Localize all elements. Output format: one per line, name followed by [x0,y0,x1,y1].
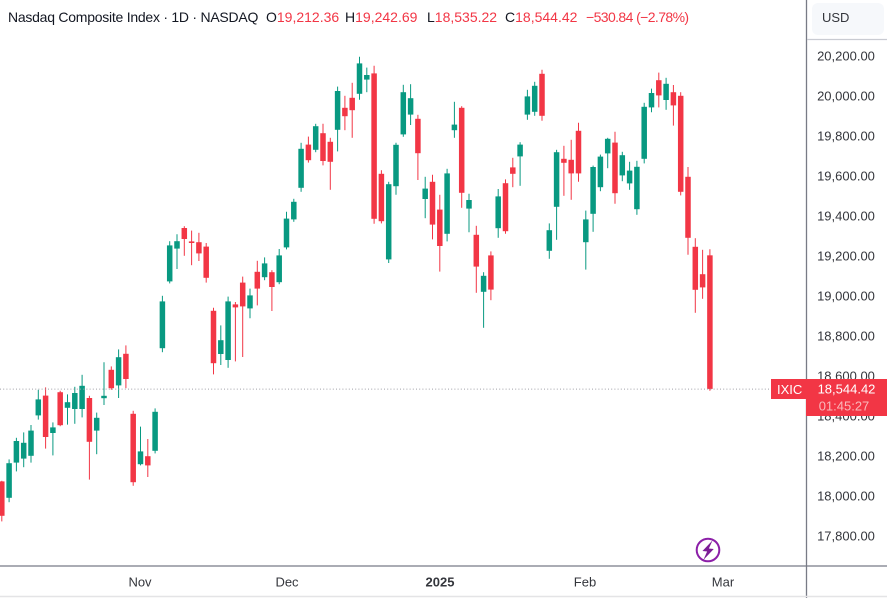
svg-text:−530.84 (−2.78%): −530.84 (−2.78%) [586,9,688,25]
svg-text:Nasdaq Composite Index · 1D ·: Nasdaq Composite Index · 1D · NASDAQ [8,9,258,25]
svg-text:01:45:27: 01:45:27 [819,399,870,414]
svg-text:O19,212.36: O19,212.36 [266,9,339,25]
svg-text:19,200.00: 19,200.00 [817,249,875,264]
svg-text:Dec: Dec [275,575,299,590]
svg-text:Feb: Feb [574,575,596,590]
svg-text:19,800.00: 19,800.00 [817,129,875,144]
svg-text:18,000.00: 18,000.00 [817,489,875,504]
svg-text:20,200.00: 20,200.00 [817,49,875,64]
svg-text:C18,544.42: C18,544.42 [505,9,578,25]
svg-text:L18,535.22: L18,535.22 [427,9,497,25]
svg-text:USD: USD [822,10,849,25]
svg-text:2025: 2025 [426,575,455,590]
svg-text:18,800.00: 18,800.00 [817,329,875,344]
svg-text:19,000.00: 19,000.00 [817,289,875,304]
svg-text:20,000.00: 20,000.00 [817,89,875,104]
svg-text:H19,242.69: H19,242.69 [345,9,418,25]
svg-text:18,200.00: 18,200.00 [817,449,875,464]
svg-text:Nov: Nov [128,575,152,590]
svg-text:17,800.00: 17,800.00 [817,529,875,544]
svg-text:19,400.00: 19,400.00 [817,209,875,224]
svg-text:18,544.42: 18,544.42 [818,382,876,397]
svg-text:19,600.00: 19,600.00 [817,169,875,184]
svg-text:IXIC: IXIC [777,382,802,397]
svg-text:Mar: Mar [712,575,735,590]
